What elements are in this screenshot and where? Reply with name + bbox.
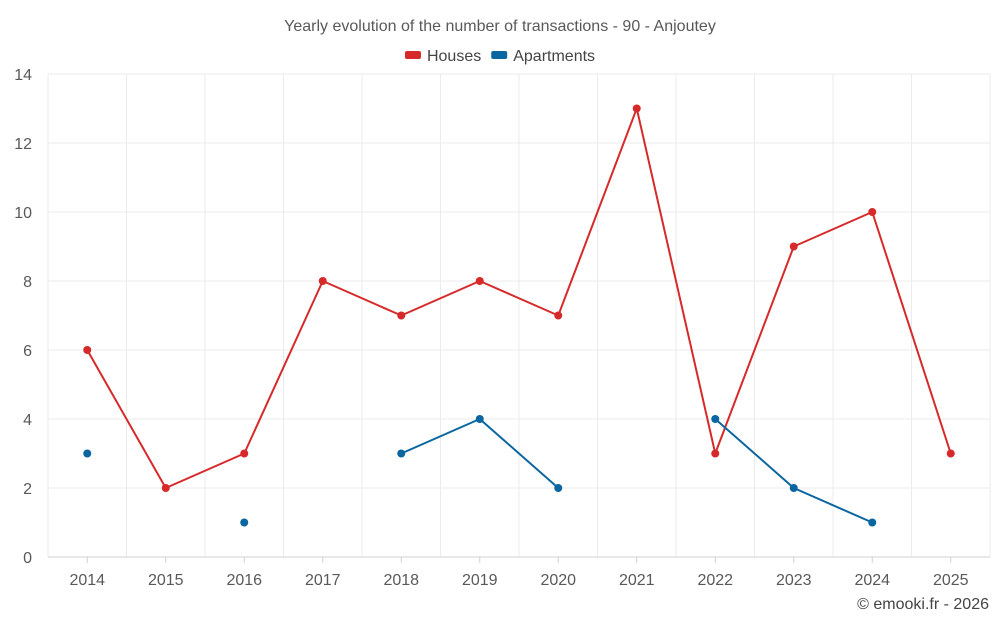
series-line <box>714 418 873 524</box>
x-tick-label: 2017 <box>305 572 341 589</box>
series-houses <box>83 104 955 492</box>
data-point[interactable] <box>554 484 563 492</box>
data-point[interactable] <box>711 415 720 423</box>
x-tick-label: 2015 <box>148 572 184 589</box>
legend-item-apartments[interactable]: Apartments <box>491 48 595 65</box>
series-apartments <box>83 415 877 527</box>
legend-swatch <box>491 51 508 59</box>
data-point[interactable] <box>83 449 92 458</box>
data-point[interactable] <box>318 277 327 285</box>
copyright-footer: © emooki.fr - 2026 <box>857 596 989 613</box>
x-tick-label: 2021 <box>619 572 655 589</box>
series-line <box>86 107 952 489</box>
y-tick-label: 8 <box>23 274 32 291</box>
x-tick-label: 2024 <box>854 572 890 589</box>
grid <box>47 73 991 558</box>
series-line <box>400 418 559 489</box>
data-point[interactable] <box>240 518 249 527</box>
data-point[interactable] <box>475 415 484 423</box>
x-tick-label: 2016 <box>226 572 262 589</box>
y-tick-label: 2 <box>23 481 32 498</box>
data-point[interactable] <box>789 242 798 251</box>
y-tick-label: 14 <box>14 67 32 84</box>
data-point[interactable] <box>554 311 563 320</box>
data-point[interactable] <box>711 449 720 458</box>
data-point[interactable] <box>83 346 92 354</box>
y-tick-label: 4 <box>23 412 32 429</box>
legend-swatch <box>404 51 421 59</box>
data-point[interactable] <box>240 449 249 458</box>
legend-label: Houses <box>427 48 481 65</box>
y-tick-label: 12 <box>14 136 32 153</box>
x-tick-label: 2023 <box>776 572 812 589</box>
axes: 0 2 4 6 8 10 12 14 2014 2015 2016 2017 2018 2019 2020 2… <box>14 67 990 589</box>
data-point[interactable] <box>946 449 955 458</box>
data-point[interactable] <box>161 484 170 492</box>
y-tick-label: 6 <box>23 343 32 360</box>
data-point[interactable] <box>397 311 406 320</box>
x-tick-label: 2019 <box>462 572 498 589</box>
legend-label: Apartments <box>513 48 595 65</box>
series-layer <box>83 104 955 527</box>
data-point[interactable] <box>632 104 641 113</box>
data-point[interactable] <box>868 518 877 527</box>
x-tick-label: 2022 <box>697 572 733 589</box>
chart-title: Yearly evolution of the number of transa… <box>284 18 716 35</box>
x-tick-label: 2025 <box>933 572 969 589</box>
legend: Houses Apartments <box>404 48 595 65</box>
legend-item-houses[interactable]: Houses <box>404 48 481 65</box>
x-tick-label: 2014 <box>69 572 105 589</box>
x-tick-label: 2020 <box>540 572 576 589</box>
y-tick-label: 0 <box>23 550 32 567</box>
data-point[interactable] <box>789 484 798 492</box>
data-point[interactable] <box>868 208 877 216</box>
x-tick-label: 2018 <box>383 572 419 589</box>
data-point[interactable] <box>475 277 484 285</box>
data-point[interactable] <box>397 449 406 458</box>
y-tick-label: 10 <box>14 205 32 222</box>
